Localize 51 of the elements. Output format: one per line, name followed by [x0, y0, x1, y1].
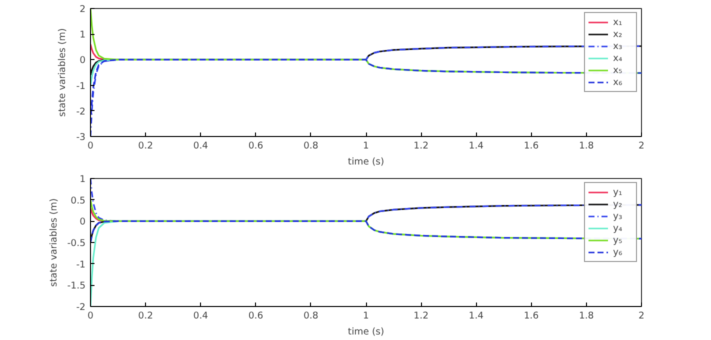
x-tick-label: 0.6: [248, 310, 264, 322]
y-tick-label: -1.5: [67, 280, 86, 292]
y-axis-title: state variables (m): [57, 28, 68, 117]
x-tick-label: 1.8: [578, 310, 594, 322]
x-tick-label: 1.2: [414, 140, 429, 152]
x-tick-label: 0: [88, 140, 94, 152]
x-axis-title: time (s): [348, 326, 384, 338]
y-tick-label: -3: [76, 132, 86, 143]
y-tick-label: -2: [76, 106, 86, 118]
x-tick-label: 2: [638, 310, 644, 322]
x-tick-label: 1.4: [468, 140, 484, 152]
x-axis-title: time (s): [348, 156, 384, 168]
legend-label: y₅: [613, 234, 624, 246]
y-tick-label: 2: [80, 4, 86, 15]
y-tick-label: -1: [76, 80, 86, 92]
x-tick-label: 2: [638, 140, 644, 152]
x-tick-label: 1.6: [524, 140, 539, 152]
y-tick-label: 1: [80, 30, 86, 41]
x-tick-label: 1.2: [414, 310, 429, 322]
x-tick-label: 1.4: [468, 310, 484, 322]
x-tick-label: 0.6: [248, 140, 264, 152]
legend-label: x₁: [613, 16, 624, 28]
legend-label: y₆: [613, 246, 624, 258]
x-tick-label: 0: [88, 310, 94, 322]
legend-label: x₂: [613, 28, 624, 40]
y-tick-label: 0: [80, 55, 86, 66]
y-tick-label: 1: [80, 174, 86, 185]
x-tick-label: 1: [363, 140, 370, 152]
legend-label: x₆: [613, 76, 624, 88]
y-tick-label: -2: [76, 302, 86, 313]
x-tick-label: 0.4: [193, 310, 208, 322]
y-axis-title: state variables (m): [48, 198, 60, 287]
x-tick-label: 1: [363, 310, 370, 322]
legend-label: y₃: [613, 210, 624, 222]
y-tick-label: -0.5: [67, 238, 86, 249]
legend-label: x₃: [613, 40, 624, 52]
x-tick-label: 1.6: [524, 310, 539, 322]
legend-label: x₅: [613, 64, 624, 76]
legend-label: y₄: [613, 222, 624, 234]
x-tick-label: 0.2: [138, 310, 154, 322]
x-tick-label: 1.8: [578, 140, 594, 152]
y-tick-label: -1: [76, 259, 86, 270]
y-tick-label: 0: [80, 216, 86, 228]
x-tick-label: 0.4: [193, 140, 208, 152]
legend-label: x₄: [613, 52, 624, 64]
legend-label: y₁: [613, 186, 624, 198]
legend-label: y₂: [613, 198, 624, 210]
y-tick-label: 0.5: [70, 195, 86, 206]
x-tick-label: 0.8: [303, 140, 318, 152]
x-tick-label: 0.2: [138, 140, 154, 152]
x-tick-label: 0.8: [303, 310, 318, 322]
